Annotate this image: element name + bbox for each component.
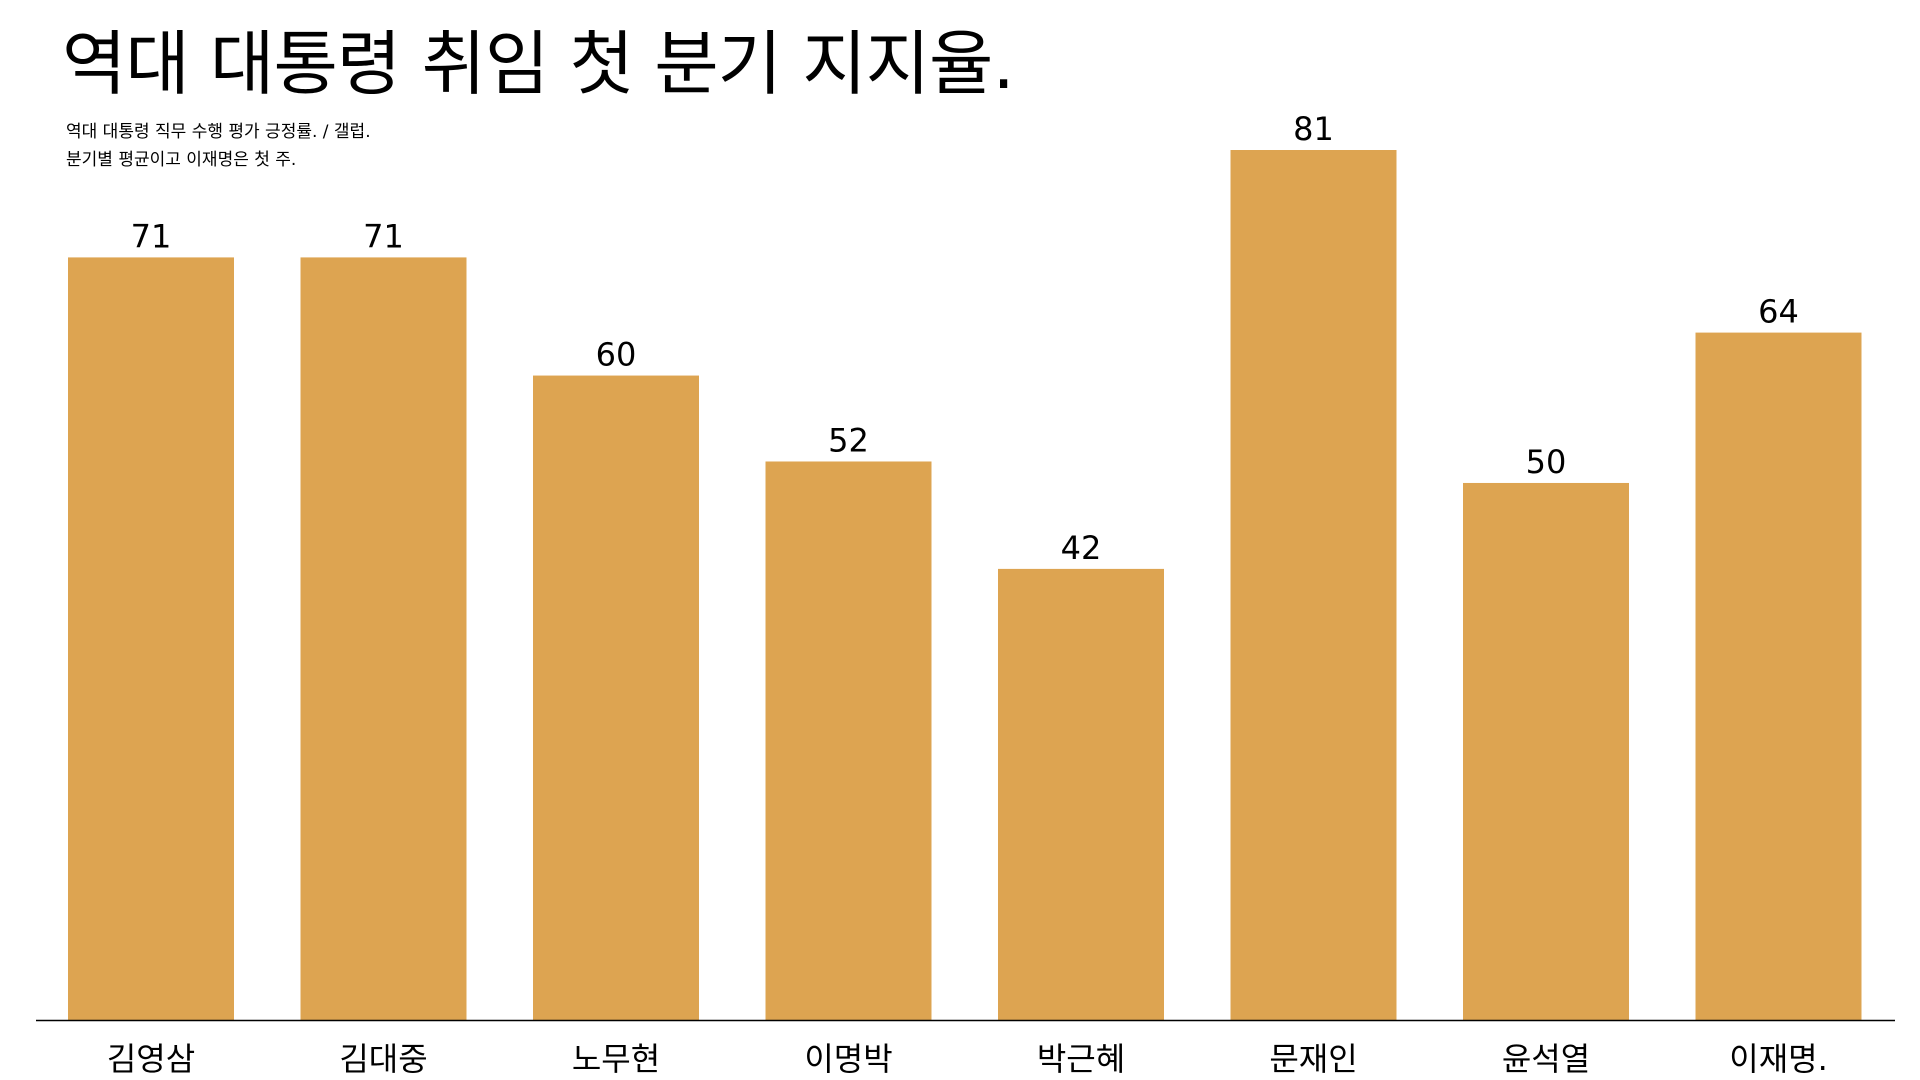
bar-1 [68, 257, 234, 1020]
subtitle-line-1: 역대 대통령 직무 수행 평가 긍정률. / 갤럽. [66, 122, 371, 142]
bar-value-label: 71 [131, 217, 172, 255]
bar-value-label: 50 [1526, 443, 1567, 481]
bar-5 [998, 568, 1164, 1020]
bar-value-label: 64 [1758, 293, 1799, 331]
category-label: 이재명. [1729, 1040, 1828, 1078]
category-label: 김대중 [339, 1040, 427, 1078]
category-label: 윤석열 [1502, 1040, 1590, 1078]
category-label: 박근혜 [1037, 1040, 1125, 1078]
bar-7 [1463, 482, 1629, 1020]
bar-2 [300, 257, 467, 1020]
bar-4 [765, 461, 932, 1021]
bar-value-label: 42 [1061, 529, 1102, 567]
chart-title: 역대 대통령 취임 첫 분기 지지율. [62, 23, 1015, 105]
bar-6 [1230, 150, 1397, 1020]
bar-value-label: 60 [596, 336, 637, 374]
chart-subtitle: 역대 대통령 직무 수행 평가 긍정률. / 갤럽. 분기별 평균이고 이재명은… [66, 118, 371, 174]
category-label: 노무현 [572, 1040, 660, 1078]
bar-8 [1695, 332, 1862, 1020]
bar-value-label: 52 [828, 421, 869, 459]
labels-group: 71 김영삼 71 김대중 60 노무현 52 이명박 42 박근혜 81 문재인 50 윤석열 64 이재명… [107, 110, 1828, 1078]
bar-value-label: 71 [363, 217, 404, 255]
category-label: 문재인 [1269, 1040, 1357, 1078]
bars-group [68, 150, 1862, 1021]
category-label: 김영삼 [107, 1040, 195, 1078]
subtitle-line-2: 분기별 평균이고 이재명은 첫 주. [66, 150, 297, 170]
category-label: 이명박 [804, 1040, 892, 1078]
bar-3 [533, 375, 699, 1020]
bar-value-label: 81 [1293, 110, 1334, 148]
